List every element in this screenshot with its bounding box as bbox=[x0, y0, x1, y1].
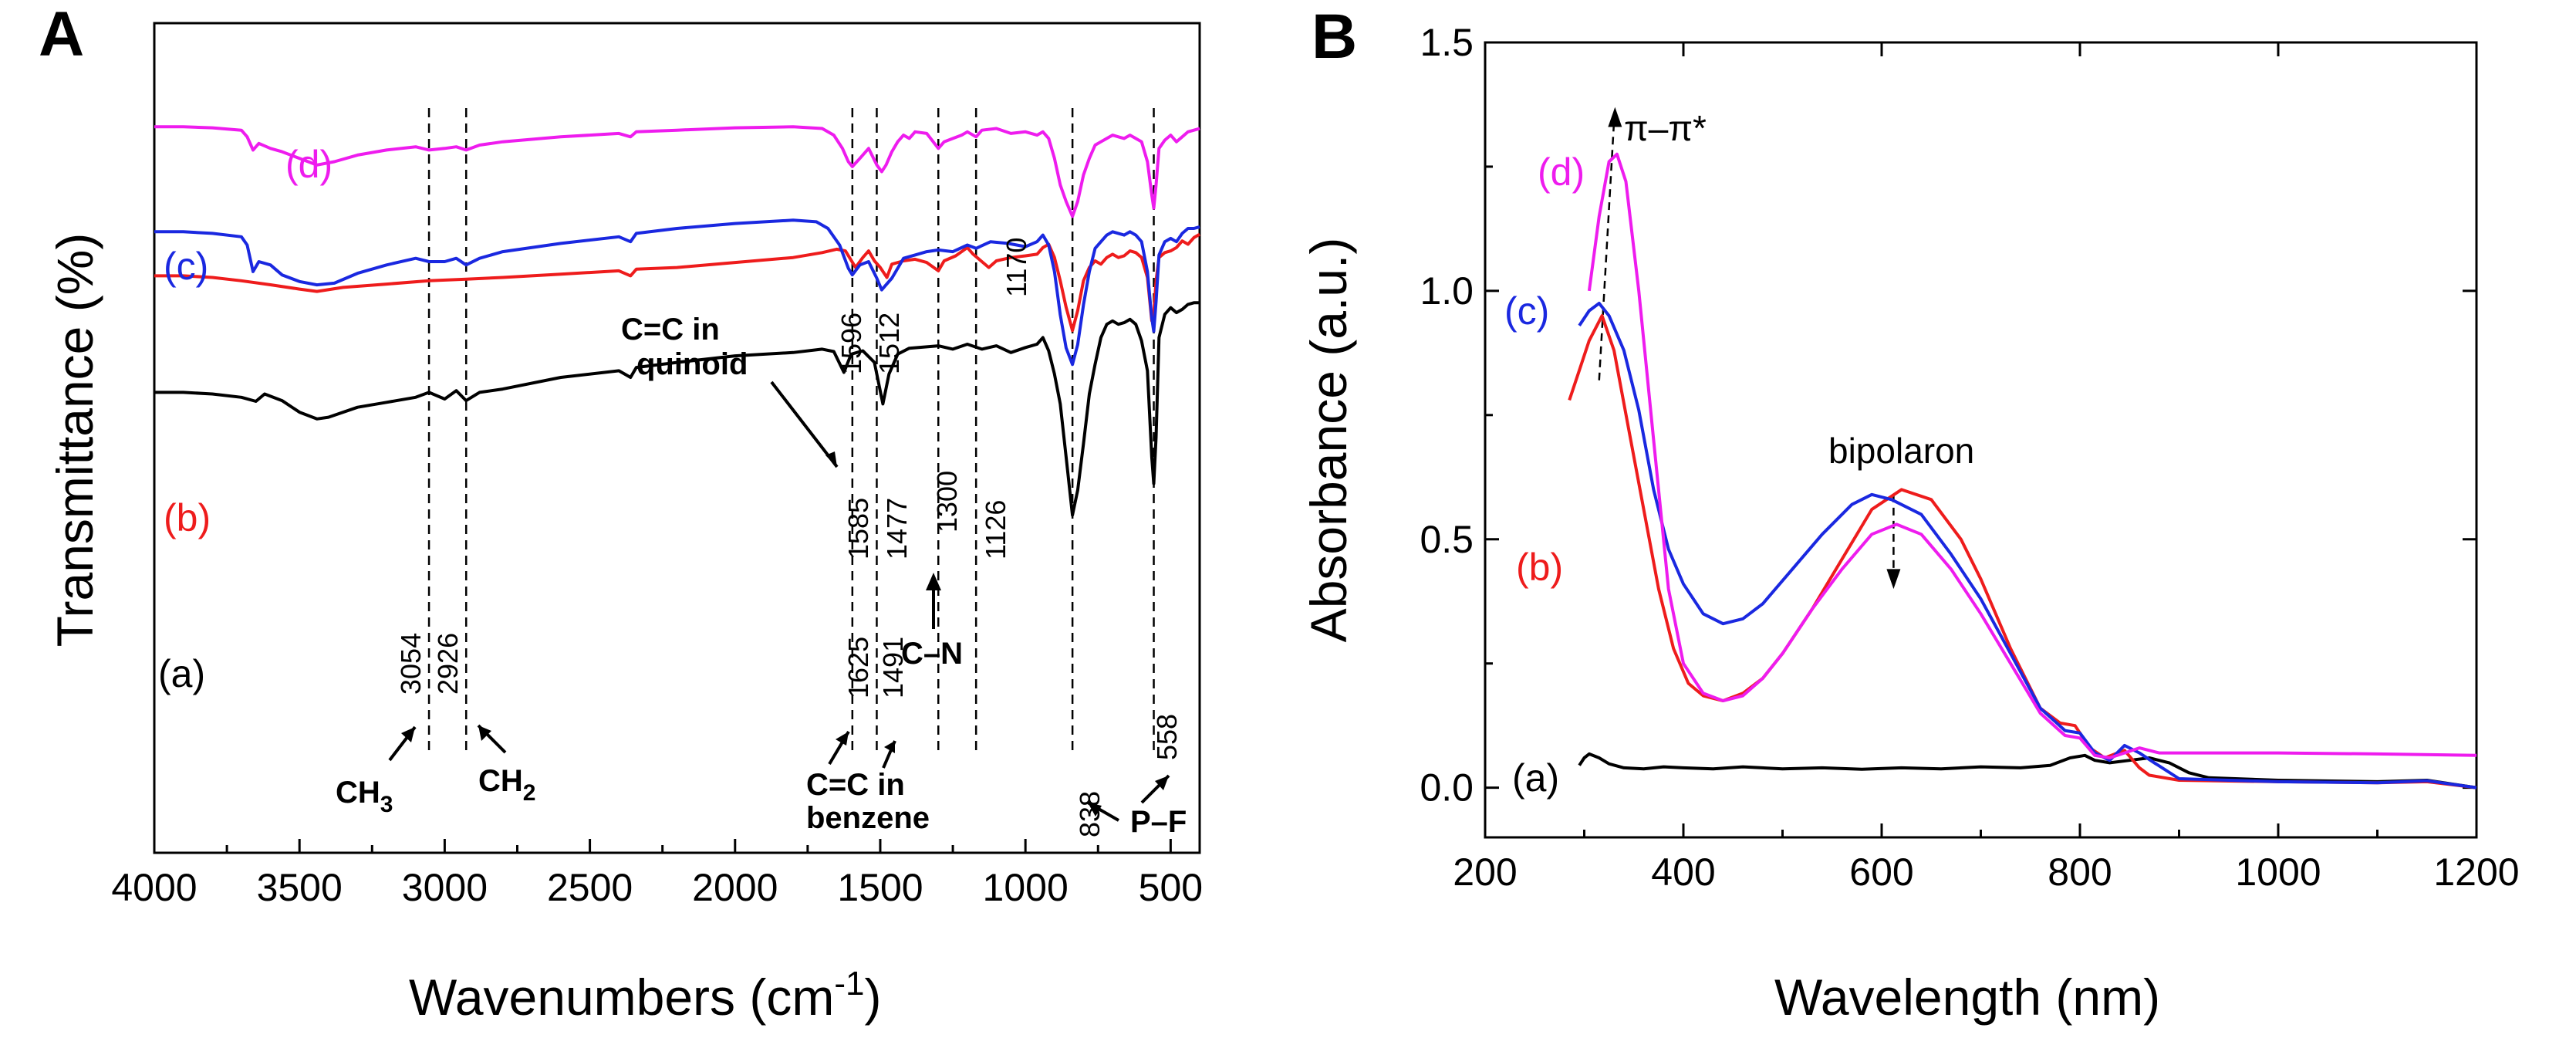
panel-a-frame bbox=[153, 22, 1201, 854]
peak-label-3054: 3054 bbox=[395, 633, 427, 695]
panel-a-x-axis-label: Wavenumbers (cm-1) bbox=[409, 965, 881, 1026]
assign-quinoid-line1: C=C in bbox=[621, 313, 720, 347]
arrowhead-benzene-1491 bbox=[884, 741, 895, 753]
panel-a-series-a bbox=[154, 301, 1200, 517]
panel-b-frame bbox=[1484, 41, 2478, 839]
peak-label-1491: 1491 bbox=[877, 637, 909, 698]
panel-b-curve-label-b: (b) bbox=[1516, 546, 1563, 589]
panel-a-curves bbox=[154, 125, 1200, 517]
panel-b: B 200 400 600 800 1000 1200 0.0 0.5 1.0 1.5 Wave… bbox=[1300, 2, 2520, 1026]
panel-a-curve-label-a: (a) bbox=[158, 652, 205, 695]
arrowhead-pf-558 bbox=[1155, 776, 1169, 790]
assign-benzene-line2: benzene bbox=[806, 801, 930, 835]
panel-b-curve-label-d: (d) bbox=[1538, 150, 1585, 194]
panel-a-x-tick-label: 2000 bbox=[692, 866, 778, 909]
panel-b-y-tick-label: 1.5 bbox=[1420, 21, 1474, 64]
panel-a-x-axis-label-text: Wavenumbers (cm bbox=[409, 969, 834, 1026]
panel-b-letter: B bbox=[1312, 2, 1357, 72]
arrow-quinoid bbox=[770, 380, 839, 468]
panel-b-series-b bbox=[1568, 314, 2477, 790]
peak-label-1625: 1625 bbox=[842, 637, 874, 698]
panel-b-x-axis-label: Wavelength (nm) bbox=[1774, 969, 2160, 1026]
arrowhead-benzene-1625 bbox=[836, 732, 849, 746]
panel-b-y-ticks: 0.0 0.5 1.0 1.5 bbox=[1420, 21, 2476, 810]
panel-b-x-tick-label: 800 bbox=[2048, 850, 2112, 894]
panel-b-x-tick-label: 600 bbox=[1849, 850, 1913, 894]
assign-ch3: CH3 bbox=[336, 776, 393, 817]
panel-a-series-d bbox=[154, 125, 1200, 218]
arrowhead-ch2 bbox=[478, 725, 491, 741]
assign-quinoid-line2: quinoid bbox=[636, 347, 748, 381]
panel-a-x-tick-label: 1500 bbox=[837, 866, 923, 909]
peak-label-838: 838 bbox=[1074, 791, 1106, 837]
peak-label-1126: 1126 bbox=[980, 500, 1011, 560]
assignment-arrows bbox=[388, 380, 1170, 822]
assign-ch3-text: CH bbox=[336, 776, 380, 810]
panel-b-x-tick-label: 400 bbox=[1651, 850, 1715, 894]
peak-label-558: 558 bbox=[1151, 714, 1183, 760]
panel-a-y-axis-label: Transmittance (%) bbox=[46, 233, 103, 648]
assignment-arrowheads bbox=[401, 451, 1169, 817]
panel-a-curve-label-c: (c) bbox=[164, 245, 208, 288]
peak-label-2926: 2926 bbox=[432, 633, 464, 695]
panel-b-y-axis-label: Absorbance (a.u.) bbox=[1300, 238, 1357, 643]
panel-b-y-tick-label: 0.5 bbox=[1420, 518, 1474, 561]
assign-ch2-text: CH bbox=[478, 764, 523, 798]
panel-b-x-ticks: 200 400 600 800 1000 1200 bbox=[1453, 42, 2520, 894]
peak-label-1477: 1477 bbox=[881, 498, 913, 560]
annotation-bipolaron: bipolaron bbox=[1828, 431, 1974, 471]
panel-b-curves bbox=[1568, 152, 2477, 790]
panel-a-x-axis-label-sup: -1 bbox=[834, 965, 864, 1003]
panel-b-y-tick-label: 1.0 bbox=[1420, 269, 1474, 313]
peak-label-1170: 1170 bbox=[1001, 238, 1032, 297]
panel-b-curve-label-a: (a) bbox=[1512, 756, 1559, 800]
assign-pf: P–F bbox=[1130, 805, 1187, 839]
peak-label-1512: 1512 bbox=[873, 313, 905, 374]
peak-label-1585: 1585 bbox=[842, 498, 874, 560]
panel-a-curve-label-d: (d) bbox=[285, 143, 333, 186]
panel-b-guides bbox=[1598, 107, 1901, 590]
panel-a-x-tick-label: 4000 bbox=[111, 866, 197, 909]
panel-a: A 4000 3500 3000 2500 2000 1500 1000 500 Wavenu… bbox=[39, 0, 1203, 1026]
panel-a-x-tick-label: 2500 bbox=[547, 866, 633, 909]
panel-a-letter: A bbox=[39, 0, 84, 69]
panel-b-series-c bbox=[1578, 302, 2477, 790]
annotation-pi-pi-star: π–π* bbox=[1624, 108, 1707, 148]
guide-pi-pi-star bbox=[1598, 121, 1615, 380]
panel-b-series-d bbox=[1587, 152, 2477, 759]
panel-a-series-c bbox=[154, 218, 1200, 367]
panel-a-x-ticks: 4000 3500 3000 2500 2000 1500 1000 500 bbox=[111, 839, 1203, 909]
assign-cn: C–N bbox=[901, 637, 963, 671]
assign-benzene-line1: C=C in bbox=[806, 768, 905, 802]
guide-pi-pi-star-arrowhead bbox=[1608, 107, 1622, 127]
arrowhead-quinoid bbox=[825, 451, 837, 467]
peak-label-1300: 1300 bbox=[931, 471, 963, 533]
panel-a-x-tick-label: 3000 bbox=[402, 866, 488, 909]
panel-a-x-tick-label: 1000 bbox=[983, 866, 1069, 909]
arrowhead-cn bbox=[926, 573, 941, 590]
panel-b-x-tick-label: 200 bbox=[1453, 850, 1517, 894]
arrowhead-pf-838 bbox=[1088, 803, 1102, 817]
arrowhead-ch3 bbox=[401, 727, 415, 742]
peak-label-1596: 1596 bbox=[836, 313, 867, 374]
guide-bipolaron-arrowhead bbox=[1886, 569, 1901, 590]
panel-b-x-tick-label: 1000 bbox=[2235, 850, 2321, 894]
panel-a-reference-lines bbox=[427, 108, 1155, 752]
panel-b-curve-label-c: (c) bbox=[1504, 289, 1549, 333]
panel-b-x-tick-label: 1200 bbox=[2433, 850, 2519, 894]
panel-a-x-axis-label-end: ) bbox=[864, 969, 881, 1026]
panel-a-series-b bbox=[154, 232, 1200, 333]
assign-ch3-sub: 3 bbox=[380, 792, 393, 817]
panel-b-y-tick-label: 0.0 bbox=[1420, 766, 1474, 810]
assign-ch2: CH2 bbox=[478, 764, 535, 806]
panel-a-x-tick-label: 500 bbox=[1139, 866, 1203, 909]
panel-a-curve-label-b: (b) bbox=[164, 496, 211, 539]
panel-a-x-tick-label: 3500 bbox=[257, 866, 343, 909]
panel-b-series-a bbox=[1578, 752, 2477, 790]
assign-ch2-sub: 2 bbox=[523, 780, 536, 806]
